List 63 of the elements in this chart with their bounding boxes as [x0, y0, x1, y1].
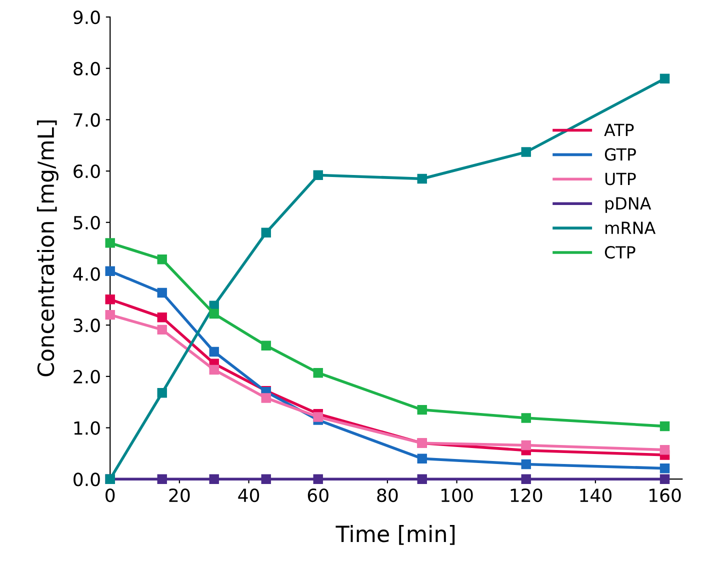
point: [313, 170, 323, 180]
y-axis-title: Concentration [mg/mL]: [36, 120, 58, 376]
point: [261, 474, 271, 484]
point: [660, 474, 670, 484]
point: [417, 404, 427, 415]
x-axis-title: Time [min]: [336, 525, 455, 545]
point: [157, 474, 167, 484]
point: [209, 474, 219, 484]
y-tick-label: 1.0: [74, 421, 100, 435]
point: [209, 364, 219, 375]
legend-label: UTP: [605, 172, 636, 186]
point: [157, 288, 167, 298]
legend-label: GTP: [604, 148, 636, 161]
point: [105, 294, 115, 304]
point: [521, 474, 531, 484]
point: [261, 228, 271, 238]
x-tick-label: 0: [106, 488, 115, 502]
point: [157, 324, 167, 335]
y-tick-label: 4.0: [73, 267, 100, 281]
point: [313, 412, 323, 422]
point: [521, 413, 531, 423]
x-tick-label: 160: [650, 488, 681, 502]
x-tick-label: 60: [308, 488, 328, 502]
point: [313, 474, 323, 484]
point: [157, 254, 167, 264]
y-tick-label: 2.0: [74, 370, 100, 384]
x-tick-label: 20: [169, 488, 190, 502]
x-tick-label: 140: [580, 488, 612, 502]
y-tick-label: 6.0: [74, 164, 100, 178]
y-tick-label: 3.0: [74, 318, 100, 332]
point: [157, 388, 167, 398]
y-tick-label: 0.0: [74, 472, 100, 486]
point: [105, 266, 115, 276]
point: [660, 444, 670, 455]
y-tick-label: 7.0: [74, 113, 100, 127]
x-tick-label: 80: [377, 488, 398, 502]
legend-label: ATP: [604, 124, 634, 136]
point: [660, 74, 670, 84]
point: [660, 463, 670, 474]
point: [417, 454, 427, 464]
point: [417, 174, 427, 184]
x-tick-label: 40: [238, 488, 260, 502]
point: [660, 421, 670, 432]
point: [105, 310, 115, 320]
y-tick-label: 9.0: [74, 10, 100, 24]
x-tick-label: 120: [510, 488, 542, 502]
point: [157, 312, 167, 322]
point: [209, 346, 219, 357]
point: [105, 238, 115, 248]
legend-label: mRNA: [606, 222, 656, 234]
point: [521, 440, 531, 450]
y-tick-label: 5.0: [74, 216, 100, 230]
point: [521, 459, 531, 470]
point: [209, 308, 219, 319]
point: [261, 340, 271, 350]
point: [521, 147, 531, 157]
point: [417, 474, 427, 484]
point: [261, 393, 271, 403]
point: [313, 368, 323, 378]
x-tick-label: 100: [442, 488, 473, 502]
legend-label: pDNA: [606, 197, 652, 213]
legend-label: CTP: [604, 246, 636, 259]
y-tick-label: 8.0: [74, 62, 100, 76]
